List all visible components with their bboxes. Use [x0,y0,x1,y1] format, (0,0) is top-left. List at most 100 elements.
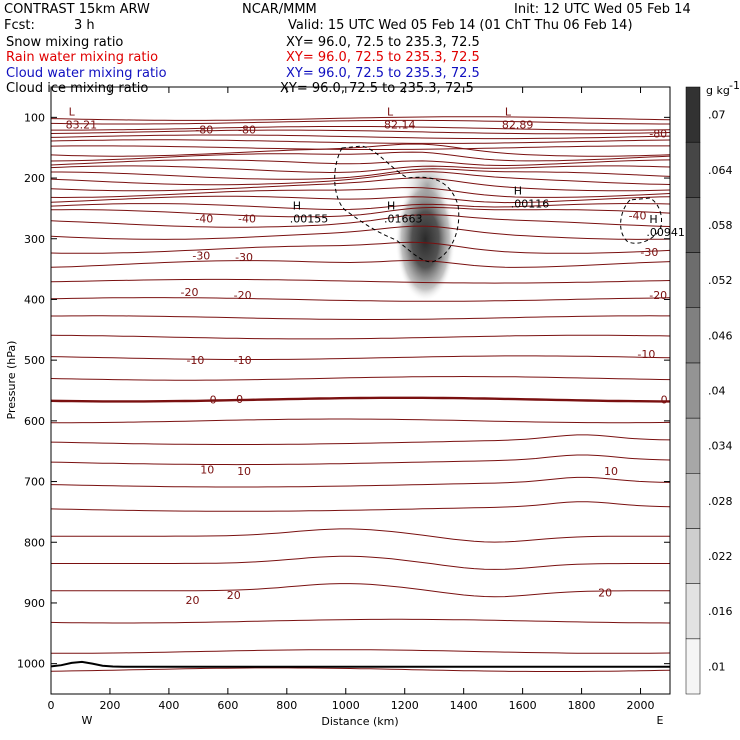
isotherm [51,168,670,180]
y-tick-label: 200 [24,172,45,185]
isotherm [51,396,670,403]
isotherm [51,126,670,131]
colorbar-cell [685,307,701,364]
isotherm [51,134,670,140]
extremum-type: L [69,105,76,118]
contour-label: -40 [195,213,213,226]
colorbar-label: .022 [708,550,733,563]
colorbar-label: .034 [708,440,733,453]
y-tick-label: 300 [24,233,45,246]
isotherm [51,667,670,672]
colorbar-cell [685,86,701,143]
isotherm [51,186,670,199]
colorbar-label: .07 [708,109,726,122]
y-tick-label: 500 [24,354,45,367]
contour-label: -10 [637,348,655,361]
contour-label: -30 [235,251,253,264]
colorbar-label: .058 [708,219,733,232]
contour-label: -30 [640,246,658,259]
isotherm [51,159,670,167]
isotherm [51,177,670,192]
endpoint-west: W [82,714,93,727]
x-tick-label: 800 [276,699,297,712]
isotherm [51,555,670,570]
extremum-type: L [387,105,394,118]
extremum-type: H [387,199,395,212]
colorbar-cell [685,417,701,474]
contour-label: -20 [181,286,199,299]
isotherm [51,145,670,150]
y-tick-label: 800 [24,536,45,549]
contour-label: -10 [234,354,252,367]
contour-label: 0 [210,394,217,407]
colorbar-label: .04 [708,385,726,398]
contour-label: 10 [237,465,251,478]
isotherm [51,418,670,424]
x-tick-label: 2000 [627,699,655,712]
isotherm [51,618,670,624]
colorbar-label: .01 [708,660,726,673]
y-tick-label: 400 [24,293,45,306]
isotherm [51,375,670,381]
extremum-value: .00155 [290,212,329,225]
colorbar-cell [685,473,701,529]
isotherm [51,129,670,135]
contour-label: 10 [604,465,618,478]
y-axis-label: Pressure (hPa) [5,341,18,420]
colorbar-cell [685,252,701,308]
x-axis-label: Distance (km) [321,715,398,728]
extremum-value: 83.21 [66,118,98,131]
field-rain-xy: XY= 96.0, 72.5 to 235.3, 72.5 [286,50,480,65]
extremum-value: 82.89 [502,118,534,131]
colorbar-label: .016 [708,605,733,618]
colorbar: .01 .016 .022 .028 .034 .04 .046 .052 .058 .064 .0… [685,86,733,695]
contour-label: -40 [629,210,647,223]
isotherm [51,297,670,302]
contour-label: -80 [195,123,213,136]
colorbar-label: .052 [708,274,733,287]
isotherm [51,583,670,598]
header-init: Init: 12 UTC Wed 05 Feb 14 [514,2,691,17]
isotherm [51,528,670,543]
contour-label: -80 [238,123,256,136]
contour-label: 20 [598,587,612,600]
colorbar-label: .028 [708,495,733,508]
contour-label: 0 [236,393,243,406]
contour-label: 10 [200,463,214,476]
header-title: CONTRAST 15km ARW [4,2,150,17]
contour-label: -40 [238,213,256,226]
isotherm [51,195,670,204]
x-tick-label: 200 [99,699,120,712]
isotherm [51,454,670,466]
header-center: NCAR/MMM [242,2,317,17]
x-tick-label: 0 [48,699,55,712]
extremum-value: .00941 [646,226,685,239]
header-fcst-label: Fcst: [4,18,35,33]
x-tick-label: 600 [217,699,238,712]
colorbar-label: .046 [708,329,733,342]
y-tick-label: 900 [24,597,45,610]
isotherm [51,434,670,445]
y-tick-label: 1000 [17,658,45,671]
colorbar-cell [685,583,701,640]
isotherm [51,355,670,360]
contour-labels: -80 -80 -80 -40 -40 -40 -30 -30 -30 -20 -20 -20 -10 -… [181,123,668,606]
isotherm [51,649,670,654]
isotherm [51,143,670,157]
isotherm [51,171,670,186]
colorbar-unit-exp: -1 [729,79,740,92]
cloud-ice-contour-main [334,145,460,263]
isotherm [51,315,670,320]
y-tick-label: 100 [24,111,45,124]
colorbar-cell [685,197,701,253]
contour-label: -20 [234,289,252,302]
x-tick-label: 1000 [332,699,360,712]
extremum-value: .01663 [384,212,423,225]
contour-label: 20 [227,589,241,602]
surface-line [51,660,670,668]
x-axis: 0 200 400 600 800 1000 1200 1400 1600 1800 2000 [48,87,655,712]
isotherm [51,259,670,268]
contour-label: -20 [649,289,667,302]
temperature-contours [51,116,670,672]
